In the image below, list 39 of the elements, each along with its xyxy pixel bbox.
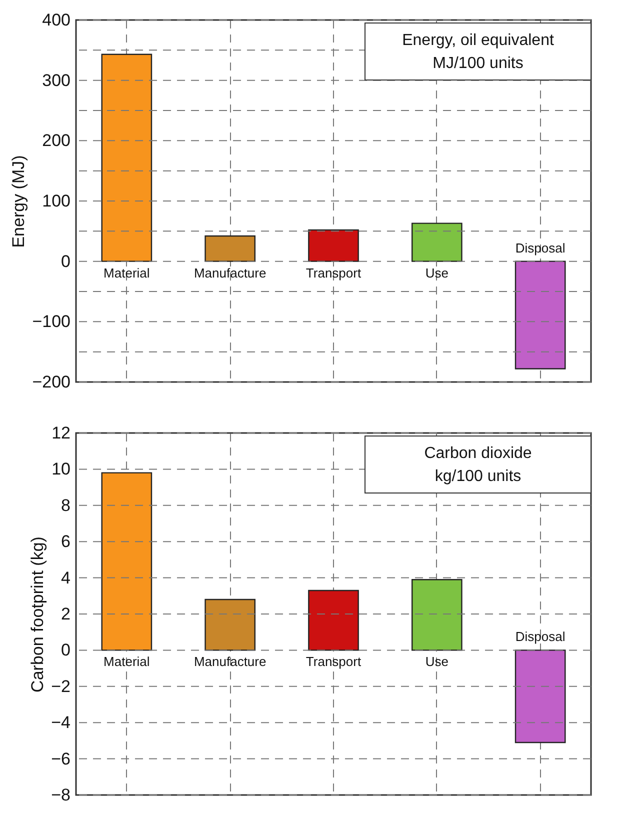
- x-tick-label: Manufacture: [194, 265, 266, 280]
- y-tick-label: 8: [61, 496, 70, 515]
- text: MJ/100 units: [432, 55, 524, 72]
- bar: [411, 579, 462, 651]
- y-tick-label: 300: [42, 70, 70, 90]
- y-tick-label: 4: [61, 568, 70, 588]
- y-tick-label: 200: [42, 131, 70, 150]
- x-tick-label: Transport: [306, 265, 362, 280]
- text: kg/100 units: [434, 468, 522, 485]
- y-tick-label: 400: [42, 10, 70, 30]
- bar: [308, 229, 359, 262]
- y-axis-title: Energy (MJ): [9, 155, 28, 248]
- y-tick-label: 2: [61, 604, 70, 624]
- bar: [101, 54, 152, 262]
- y-tick-label: 0: [61, 640, 70, 660]
- x-tick-label: Use: [425, 265, 448, 280]
- x-tick-label: Material: [104, 265, 150, 280]
- x-tick-label: Disposal: [515, 629, 566, 644]
- y-tick-label: 6: [61, 532, 70, 552]
- y-tick-label: −6: [51, 749, 70, 768]
- y-tick-label: −2: [51, 676, 70, 696]
- y-tick-label: −100: [32, 312, 70, 332]
- bar: [204, 235, 256, 262]
- text: Carbon dioxide: [424, 445, 532, 462]
- bar: [514, 650, 566, 744]
- y-tick-label: 10: [52, 460, 70, 479]
- y-tick-label: −4: [51, 713, 70, 732]
- bar: [204, 598, 256, 651]
- text: Energy, oil equivalent: [402, 32, 554, 49]
- y-tick-label: −8: [51, 786, 70, 804]
- y-tick-label: 0: [61, 252, 70, 271]
- y-tick-label: 100: [42, 192, 70, 210]
- bar: [514, 260, 566, 370]
- bar: [308, 590, 359, 651]
- y-axis-title: Carbon footprint (kg): [28, 536, 48, 692]
- y-tick-label: 12: [52, 424, 70, 442]
- bar: [101, 472, 152, 651]
- bar: [411, 222, 462, 262]
- y-tick-label: −200: [32, 372, 70, 392]
